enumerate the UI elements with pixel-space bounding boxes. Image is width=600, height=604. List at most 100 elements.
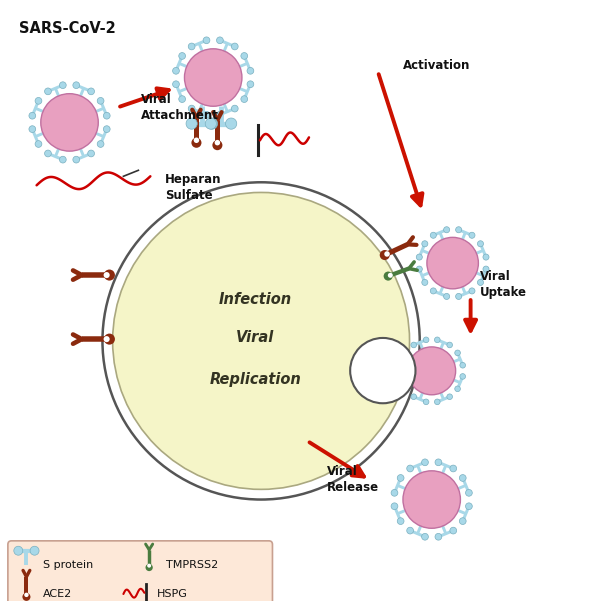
Circle shape <box>430 288 436 294</box>
Circle shape <box>422 241 428 247</box>
Circle shape <box>407 527 413 534</box>
Circle shape <box>104 333 115 345</box>
Circle shape <box>447 394 452 399</box>
Circle shape <box>241 95 248 103</box>
FancyBboxPatch shape <box>8 541 272 604</box>
Circle shape <box>179 95 185 103</box>
Circle shape <box>103 182 420 500</box>
Circle shape <box>483 266 489 272</box>
Circle shape <box>408 347 455 395</box>
Text: Activation: Activation <box>403 59 470 72</box>
Circle shape <box>455 294 461 300</box>
Circle shape <box>29 126 35 132</box>
Circle shape <box>88 88 94 95</box>
Circle shape <box>103 112 110 119</box>
Circle shape <box>383 272 393 281</box>
Circle shape <box>469 233 475 239</box>
Circle shape <box>191 138 202 148</box>
Circle shape <box>478 280 484 286</box>
Circle shape <box>403 386 409 391</box>
Text: Viral: Viral <box>236 330 274 345</box>
Circle shape <box>391 489 398 496</box>
Circle shape <box>380 250 390 260</box>
Circle shape <box>397 518 404 524</box>
Circle shape <box>44 150 52 157</box>
Circle shape <box>350 338 415 403</box>
Circle shape <box>226 118 237 129</box>
Circle shape <box>411 342 416 348</box>
Circle shape <box>450 527 457 534</box>
Circle shape <box>391 503 398 510</box>
Circle shape <box>188 105 195 112</box>
Circle shape <box>434 399 440 405</box>
Circle shape <box>59 82 66 89</box>
Circle shape <box>397 475 404 481</box>
Circle shape <box>423 399 429 405</box>
Circle shape <box>422 280 428 286</box>
Circle shape <box>173 81 179 88</box>
Circle shape <box>450 465 457 472</box>
Circle shape <box>460 374 466 379</box>
Text: HSPG: HSPG <box>157 589 188 599</box>
Circle shape <box>173 68 179 74</box>
Circle shape <box>188 43 195 50</box>
Circle shape <box>403 350 409 356</box>
Circle shape <box>206 118 218 129</box>
Circle shape <box>217 111 223 118</box>
Text: S protein: S protein <box>43 560 94 570</box>
Circle shape <box>104 336 110 342</box>
Circle shape <box>104 272 110 278</box>
Circle shape <box>423 337 429 342</box>
Circle shape <box>388 273 393 278</box>
Circle shape <box>73 82 80 89</box>
Text: Replication: Replication <box>209 372 301 387</box>
Circle shape <box>427 237 478 289</box>
Circle shape <box>147 564 151 568</box>
Circle shape <box>443 226 449 233</box>
Text: Infection: Infection <box>218 292 292 306</box>
Circle shape <box>97 97 104 104</box>
Circle shape <box>434 337 440 342</box>
Circle shape <box>212 140 223 150</box>
Circle shape <box>478 241 484 247</box>
Circle shape <box>460 362 466 368</box>
Text: Viral
Attachment: Viral Attachment <box>142 93 219 122</box>
Circle shape <box>403 471 460 528</box>
Circle shape <box>247 68 254 74</box>
Circle shape <box>103 126 110 132</box>
Circle shape <box>29 112 35 119</box>
Circle shape <box>460 475 466 481</box>
Circle shape <box>203 37 210 43</box>
Circle shape <box>483 254 489 260</box>
Circle shape <box>186 118 197 129</box>
Circle shape <box>14 546 23 555</box>
Circle shape <box>35 97 42 104</box>
Circle shape <box>184 49 242 106</box>
Circle shape <box>398 362 403 368</box>
Circle shape <box>179 53 185 59</box>
Circle shape <box>455 386 460 391</box>
Circle shape <box>203 111 210 118</box>
Circle shape <box>416 266 422 272</box>
Circle shape <box>455 350 460 356</box>
Circle shape <box>41 94 98 151</box>
Circle shape <box>460 518 466 524</box>
Circle shape <box>24 593 29 597</box>
Circle shape <box>466 489 472 496</box>
Circle shape <box>30 546 39 555</box>
Circle shape <box>407 465 413 472</box>
Text: SARS-CoV-2: SARS-CoV-2 <box>19 21 115 36</box>
Circle shape <box>59 156 66 163</box>
Circle shape <box>469 288 475 294</box>
Circle shape <box>215 140 220 146</box>
Circle shape <box>194 138 199 143</box>
Circle shape <box>447 342 452 348</box>
Circle shape <box>113 193 410 489</box>
Circle shape <box>384 251 390 257</box>
Circle shape <box>44 88 52 95</box>
Circle shape <box>146 564 153 571</box>
Circle shape <box>241 53 248 59</box>
Circle shape <box>104 269 115 281</box>
Circle shape <box>35 141 42 147</box>
Circle shape <box>435 533 442 540</box>
